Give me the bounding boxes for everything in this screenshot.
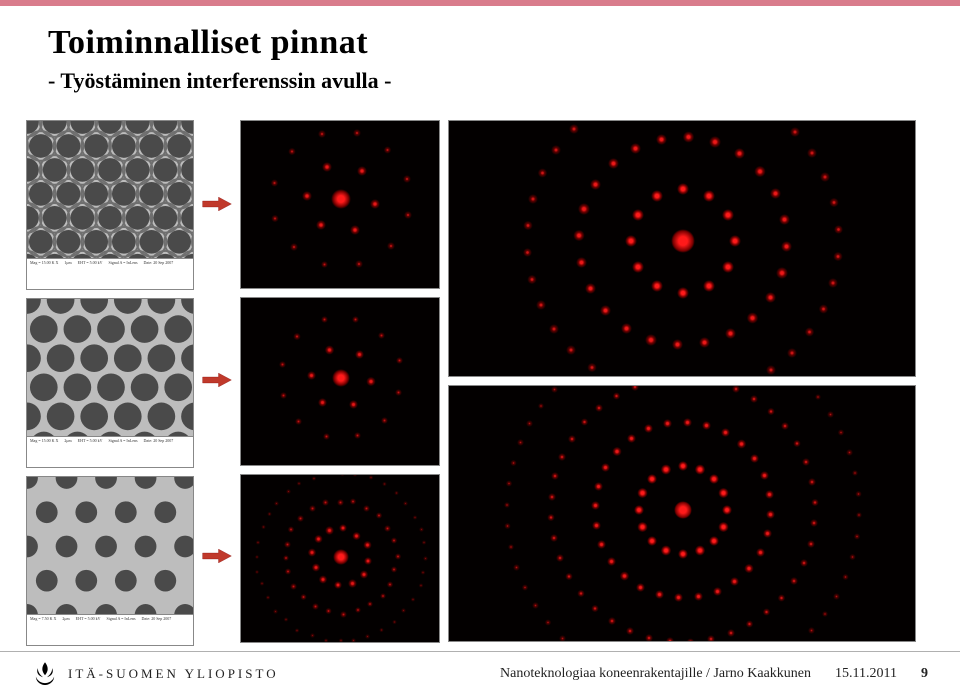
slide-subtitle: - Työstäminen interferenssin avulla - [48,68,391,94]
footer-right: Nanoteknologiaa koneenrakentajille / Jar… [500,666,928,682]
sem-meta-1: Mag = 15.00 K X 1μm EHT = 5.00 kV Signal… [27,258,193,289]
page-number: 9 [921,666,928,682]
content-grid: Mag = 15.00 K X 1μm EHT = 5.00 kV Signal… [26,120,934,646]
flame-logo-icon [32,661,58,687]
diffraction-mid-1 [240,120,440,289]
accent-bar [0,0,960,6]
diffraction-big-column [448,120,916,646]
diffraction-mid-2 [240,297,440,466]
arrow-1 [202,120,232,288]
right-arrow-icon [202,357,232,403]
right-arrow-icon [202,181,232,227]
sem-panel-3: Mag = 7.50 K X 2μm EHT = 5.00 kV Signal … [26,476,194,646]
title-block: Toiminnalliset pinnat - Työstäminen inte… [48,24,391,94]
right-arrow-icon [202,533,232,579]
sem-panel-2: Mag = 15.00 K X 2μm EHT = 5.00 kV Signal… [26,298,194,468]
diffraction-big-1 [448,120,916,377]
university-logo: ITÄ-SUOMEN YLIOPISTO [32,661,279,687]
sem-meta-2: Mag = 15.00 K X 2μm EHT = 5.00 kV Signal… [27,436,193,467]
diffraction-big-2 [448,385,916,642]
arrow-2 [202,296,232,464]
sem-column: Mag = 15.00 K X 1μm EHT = 5.00 kV Signal… [26,120,194,646]
arrow-3 [202,472,232,640]
talk-date: 15.11.2011 [835,666,897,682]
slide-title: Toiminnalliset pinnat [48,24,391,62]
arrow-column [202,120,232,646]
diffraction-mid-column [240,120,440,646]
footer: ITÄ-SUOMEN YLIOPISTO Nanoteknologiaa kon… [0,651,960,696]
talk-title: Nanoteknologiaa koneenrakentajille / Jar… [500,666,811,682]
sem-meta-3: Mag = 7.50 K X 2μm EHT = 5.00 kV Signal … [27,614,193,645]
sem-panel-1: Mag = 15.00 K X 1μm EHT = 5.00 kV Signal… [26,120,194,290]
diffraction-mid-3 [240,474,440,643]
university-name: ITÄ-SUOMEN YLIOPISTO [68,666,279,682]
